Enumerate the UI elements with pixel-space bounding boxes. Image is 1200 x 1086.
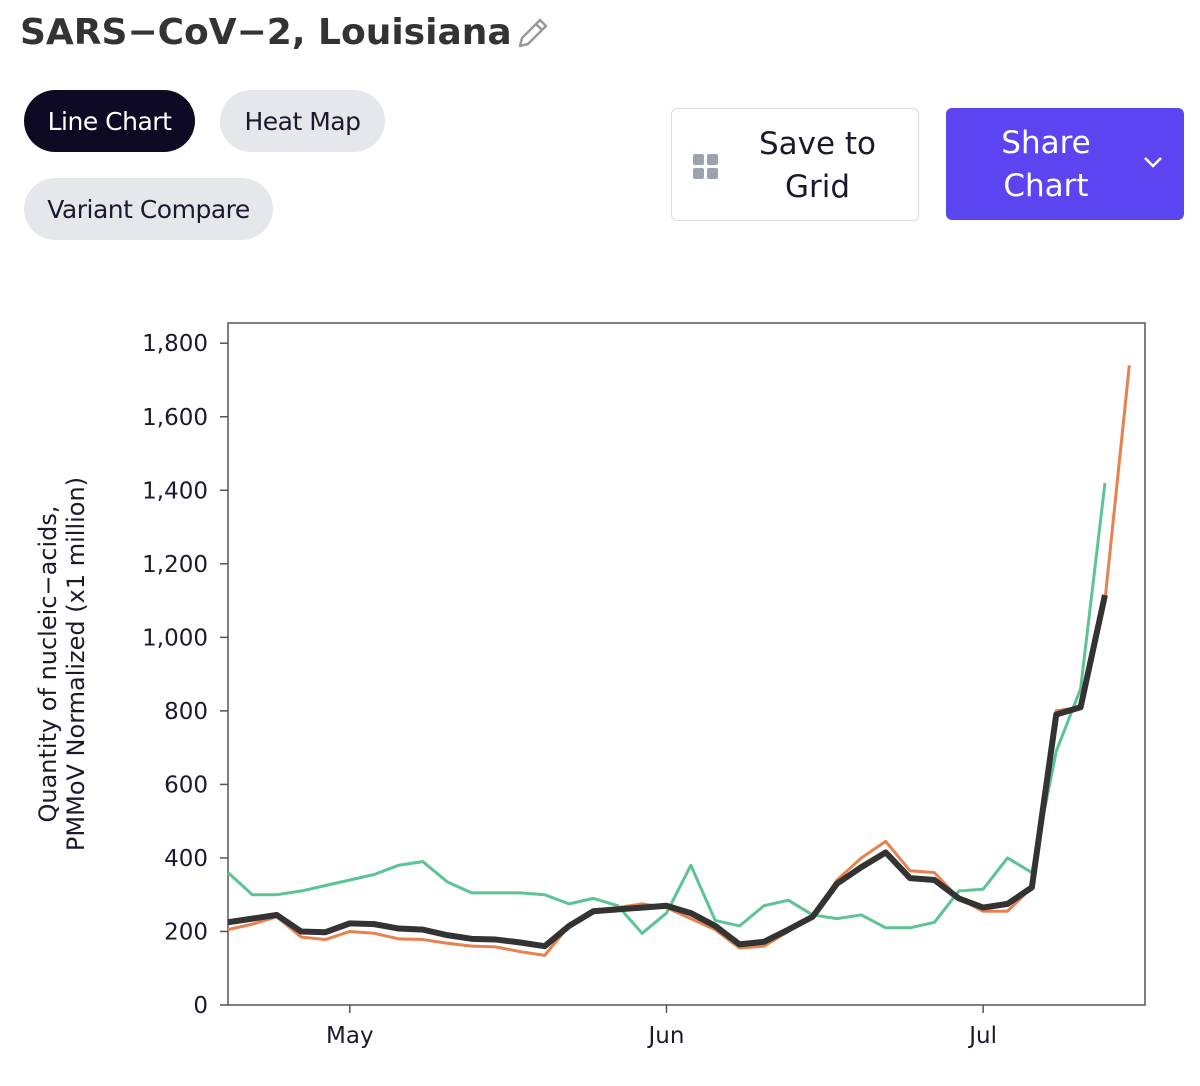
line-chart-tab[interactable]: Line Chart: [24, 90, 195, 152]
share-chart-button[interactable]: Share Chart: [946, 108, 1184, 220]
y-tick-label: 1,600: [142, 405, 208, 431]
plot-frame: [227, 322, 1146, 1006]
save-to-grid-label: Save to Grid: [758, 126, 877, 205]
y-axis-label: Quantity of nucleic−acids,: [34, 505, 62, 822]
edit-icon[interactable]: [514, 14, 552, 52]
y-tick-label: 600: [164, 772, 208, 798]
y-tick-label: 1,800: [142, 331, 208, 357]
variant-compare-tab[interactable]: Variant Compare: [24, 178, 273, 240]
series-line: [227, 365, 1131, 957]
x-tick-label: Jun: [647, 1023, 685, 1049]
heat-map-tab[interactable]: Heat Map: [220, 90, 385, 152]
y-tick-label: 200: [164, 919, 208, 945]
y-tick-label: 1,200: [142, 552, 208, 578]
y-tick-label: 400: [164, 846, 208, 872]
y-tick-label: 1,400: [142, 478, 208, 504]
y-tick-label: 1,000: [142, 625, 208, 651]
series-line: [226, 482, 1107, 935]
chevron-icon: [1144, 157, 1162, 168]
chart: Quantity of nucleic−acids, PMMoV Normali…: [34, 322, 1146, 1049]
series-line: [227, 594, 1108, 950]
x-tick-label: May: [326, 1023, 374, 1049]
save-to-grid-button[interactable]: Save to Grid: [671, 108, 919, 221]
y-tick-label: 0: [193, 993, 208, 1019]
page-title: SARS−CoV−2, Louisiana: [20, 12, 512, 53]
share-chart-label: Share Chart: [1001, 125, 1091, 204]
y-axis-label: PMMoV Normalized (x1 million): [62, 477, 90, 851]
x-tick-label: Jul: [967, 1023, 997, 1049]
y-tick-label: 800: [164, 699, 208, 725]
grid-icon: [693, 154, 718, 179]
